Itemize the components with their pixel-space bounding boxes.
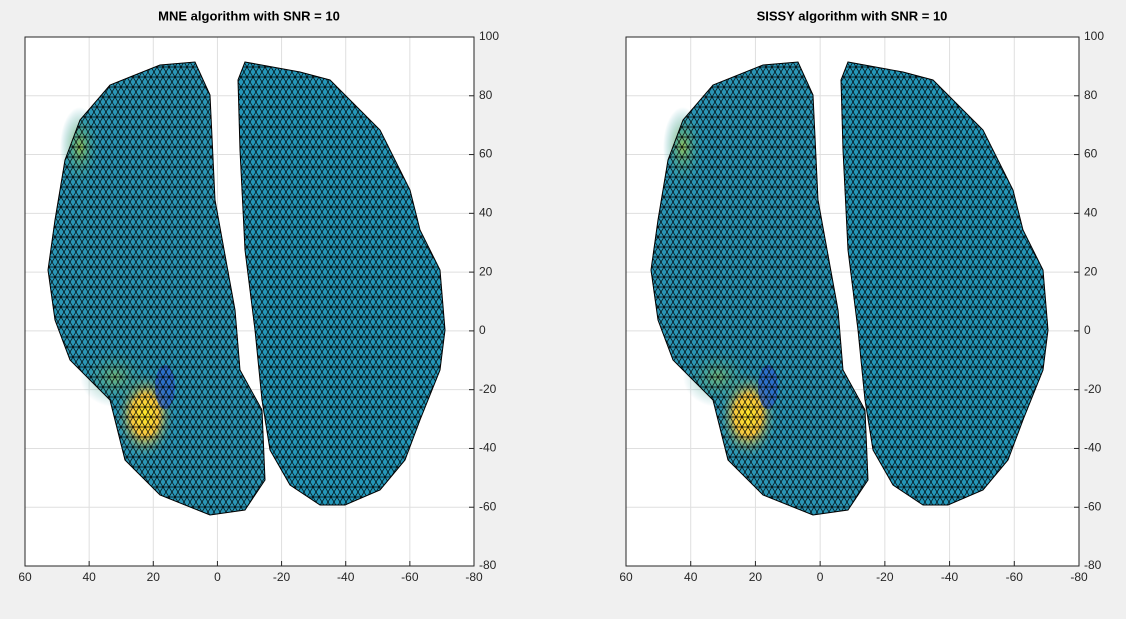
y-tick-label: 60 <box>1084 147 1098 161</box>
y-tick-label: -60 <box>479 499 497 513</box>
y-tick-label: 20 <box>479 264 493 278</box>
x-tick-label: -40 <box>941 570 959 584</box>
x-tick-label: 60 <box>18 570 32 584</box>
axes-panel: MNE algorithm with SNR = 10 60 40 20 0 -20 -4… <box>18 8 499 584</box>
x-tick-label: -40 <box>337 570 355 584</box>
y-tick-label: -80 <box>479 558 497 572</box>
axes-box <box>625 36 1080 567</box>
x-tick-label: -60 <box>1006 570 1024 584</box>
y-tick-label: 0 <box>479 323 486 337</box>
y-tick-label: 0 <box>1084 323 1091 337</box>
x-tick-label: 0 <box>214 570 221 584</box>
axes-panel: SISSY algorithm with SNR = 10 60 40 20 0 -20… <box>619 8 1104 584</box>
y-tick-label: 40 <box>1084 206 1098 220</box>
y-tick-label: 80 <box>1084 88 1098 102</box>
chart-title: MNE algorithm with SNR = 10 <box>158 8 340 23</box>
y-tick-label: 80 <box>479 88 493 102</box>
x-tick-label: 20 <box>147 570 161 584</box>
x-tick-label: 20 <box>749 570 763 584</box>
y-tick-label: 40 <box>479 206 493 220</box>
x-tick-label: -80 <box>1070 570 1088 584</box>
y-tick-label: 60 <box>479 147 493 161</box>
x-tick-label: 60 <box>619 570 633 584</box>
y-tick-label: -20 <box>479 382 497 396</box>
chart-title: SISSY algorithm with SNR = 10 <box>757 8 948 23</box>
x-tick-label: 40 <box>82 570 96 584</box>
x-tick-label: -20 <box>273 570 291 584</box>
x-tick-label: 0 <box>817 570 824 584</box>
x-tick-label: -60 <box>401 570 419 584</box>
y-tick-label: 100 <box>1084 29 1104 43</box>
y-tick-label: -20 <box>1084 382 1102 396</box>
y-tick-label: -60 <box>1084 499 1102 513</box>
y-tick-label: 20 <box>1084 264 1098 278</box>
x-tick-label: -20 <box>876 570 894 584</box>
x-tick-label: 40 <box>684 570 698 584</box>
y-tick-label: -40 <box>1084 441 1102 455</box>
y-tick-label: -80 <box>1084 558 1102 572</box>
axes-box <box>24 36 475 567</box>
x-tick-label: -80 <box>465 570 483 584</box>
y-tick-label: 100 <box>479 29 499 43</box>
y-tick-label: -40 <box>479 441 497 455</box>
